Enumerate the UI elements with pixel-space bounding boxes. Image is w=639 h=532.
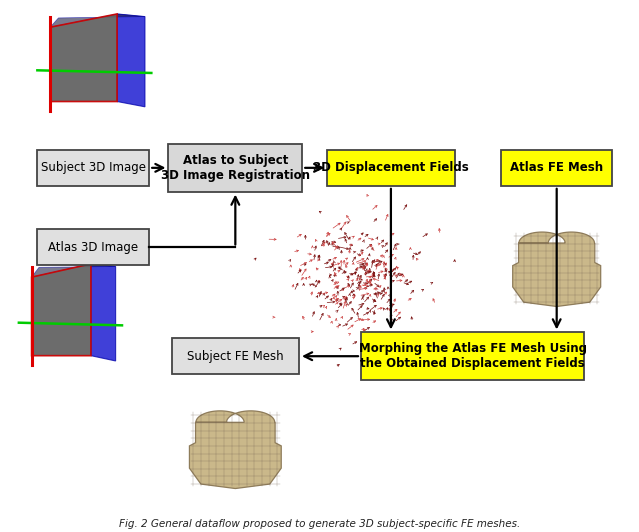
Polygon shape — [91, 264, 116, 361]
Polygon shape — [189, 411, 281, 488]
Polygon shape — [31, 264, 116, 277]
FancyBboxPatch shape — [37, 229, 149, 265]
Polygon shape — [50, 14, 145, 27]
Text: 3D Displacement Fields: 3D Displacement Fields — [313, 161, 469, 174]
Text: Atlas to Subject
3D Image Registration: Atlas to Subject 3D Image Registration — [161, 154, 310, 182]
Text: Fig. 2 General dataflow proposed to generate 3D subject-specific FE meshes.: Fig. 2 General dataflow proposed to gene… — [119, 519, 520, 529]
FancyBboxPatch shape — [501, 150, 613, 186]
Polygon shape — [512, 232, 601, 306]
Polygon shape — [117, 14, 145, 107]
Text: Morphing the Atlas FE Mesh Using
the Obtained Displacement Fields: Morphing the Atlas FE Mesh Using the Obt… — [358, 342, 587, 370]
Text: Subject FE Mesh: Subject FE Mesh — [187, 350, 284, 363]
FancyBboxPatch shape — [361, 332, 584, 380]
FancyBboxPatch shape — [327, 150, 455, 186]
Polygon shape — [31, 264, 91, 356]
Text: Subject 3D Image: Subject 3D Image — [41, 161, 146, 174]
Text: Atlas 3D Image: Atlas 3D Image — [48, 241, 138, 254]
FancyBboxPatch shape — [169, 144, 302, 192]
FancyBboxPatch shape — [37, 150, 149, 186]
FancyBboxPatch shape — [172, 338, 299, 374]
Polygon shape — [50, 14, 117, 102]
Text: Atlas FE Mesh: Atlas FE Mesh — [510, 161, 603, 174]
